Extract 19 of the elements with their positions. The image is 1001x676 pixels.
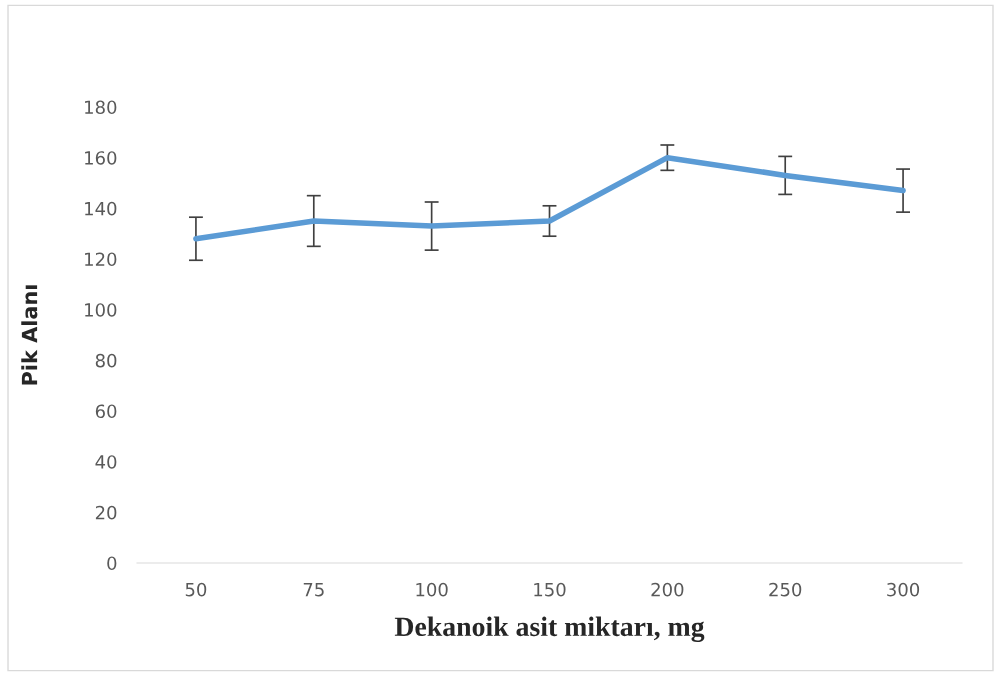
y-tick-label: 20 — [95, 505, 117, 520]
y-tick-label: 40 — [95, 455, 117, 469]
y-tick-label: 160 — [85, 151, 117, 165]
y-tick-label: 180 — [85, 100, 117, 115]
y-tick-label: 80 — [95, 353, 117, 368]
y-tick-label: 140 — [85, 201, 117, 216]
y-axis-title: Pik Alanı — [21, 285, 38, 385]
x-tick-label: 50 — [185, 582, 207, 597]
x-axis-title: Dekanoik asit miktarı, mg — [394, 616, 705, 642]
y-tick-label: 100 — [85, 303, 117, 317]
x-tick-label: 150 — [534, 582, 566, 597]
x-tick-label: 75 — [303, 583, 324, 597]
x-tick-label: 300 — [887, 582, 920, 597]
y-tick-label: 60 — [95, 404, 117, 419]
x-tick-label: 200 — [651, 582, 684, 597]
y-tick-label: 120 — [85, 252, 117, 267]
x-tick-label: 250 — [769, 582, 802, 597]
y-tick-label: 0 — [107, 556, 117, 571]
x-tick-label: 100 — [416, 582, 448, 597]
